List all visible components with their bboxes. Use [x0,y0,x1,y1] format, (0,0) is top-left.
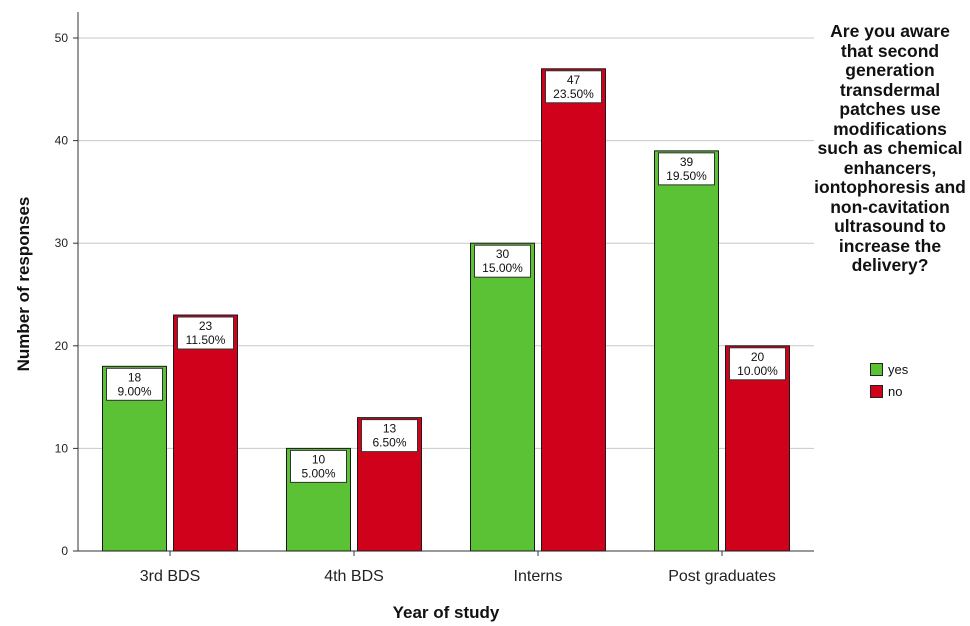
data-label-count: 30 [496,247,510,261]
data-label-box [290,449,347,483]
y-axis-title: Number of responses [14,196,33,372]
x-axis-title: Year of study [392,603,500,622]
data-label-count: 39 [680,155,694,169]
y-tick-label: 0 [61,544,68,558]
x-tick-label: 3rd BDS [140,568,200,585]
data-label-box [106,367,163,401]
data-label-box [361,419,418,453]
bar-yes-4 [654,150,719,552]
data-label-box [177,316,234,350]
data-label-count: 18 [128,370,142,384]
legend-swatch-no [870,384,883,398]
data-label-count: 47 [567,73,581,87]
data-label-percent: 5.00% [301,466,335,480]
x-tick-label: Post graduates [668,568,776,585]
data-label-count: 13 [383,422,397,436]
legend-title: Are you aware that second generation tra… [814,21,966,275]
x-tick-label: Interns [514,568,563,585]
data-label-count: 10 [312,452,326,466]
data-label-percent: 23.50% [553,87,594,101]
y-tick-label: 40 [55,134,69,148]
bar-yes-3 [470,242,535,552]
bar-no-1 [173,314,238,552]
data-label-count: 23 [199,319,213,333]
data-label-box [474,244,531,278]
y-tick-label: 50 [55,31,69,45]
data-label-percent: 6.50% [372,436,406,450]
y-tick-label: 10 [55,441,69,455]
data-label-count: 20 [751,350,765,364]
data-label-percent: 19.50% [666,169,707,183]
legend-swatch-yes [870,362,883,376]
data-label-box [545,70,602,104]
data-label-percent: 10.00% [737,364,778,378]
data-label-box [729,347,786,381]
data-label-box [658,152,715,186]
bar-no-3 [541,68,606,552]
legend-label-no: no [888,383,903,399]
legend-label-yes: yes [888,361,909,377]
data-label-percent: 11.50% [186,333,226,347]
data-label-percent: 9.00% [117,384,151,398]
y-tick-label: 20 [55,339,69,353]
legend-item-yes: yes [870,360,908,378]
y-tick-label: 30 [55,236,69,250]
x-tick-label: 4th BDS [324,568,384,585]
data-label-percent: 15.00% [482,261,523,275]
legend-item-no: no [870,382,902,400]
